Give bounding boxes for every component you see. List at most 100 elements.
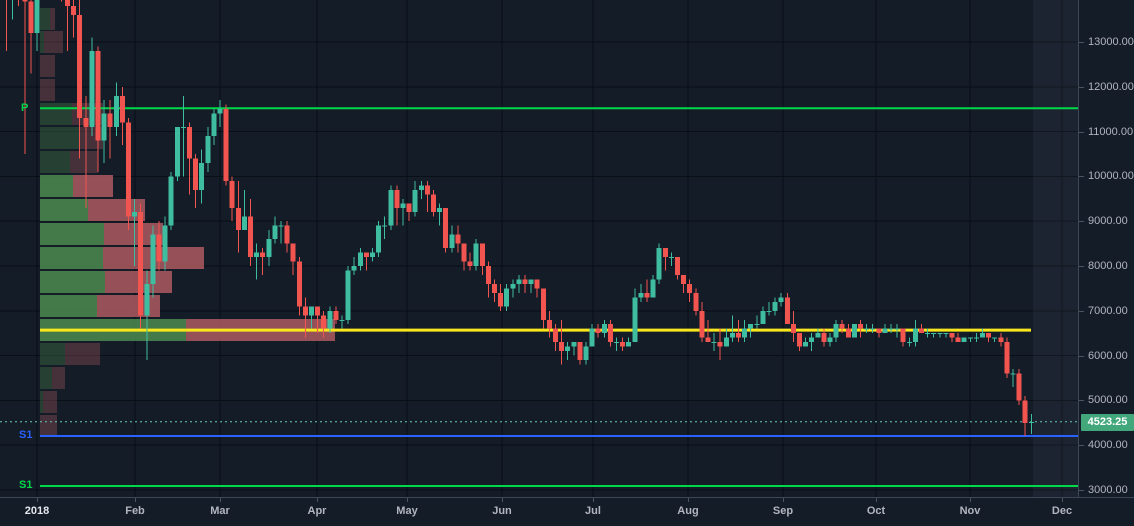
candle-body-up (339, 319, 345, 321)
volume-profile-up-bar (40, 343, 65, 365)
candle-body-up (504, 288, 510, 307)
candle-body-up (388, 189, 394, 226)
x-axis-tick (1062, 498, 1063, 502)
candle-body-up (766, 310, 772, 312)
candle-body-down (1016, 373, 1022, 401)
candle-body-down (1022, 400, 1028, 423)
candle-body-up (967, 337, 973, 339)
candle-body-down (248, 216, 253, 258)
candle-body-up (870, 328, 876, 330)
volume-profile-down-bar (104, 223, 163, 245)
candle-body-up (760, 310, 766, 325)
price-axis[interactable]: 4523.25 13000.00 12000.00 11000.00 10000.00… (1078, 0, 1134, 497)
volume-profile-up-bar (40, 247, 103, 269)
candle-body-down (620, 342, 626, 347)
y-axis-tick (1079, 221, 1084, 222)
candle-body-up (656, 248, 662, 280)
y-axis-tick-label: 4000.00 (1088, 439, 1128, 451)
candle-body-up (626, 342, 632, 347)
volume-profile-up-bar (40, 271, 105, 293)
candle-body-up (113, 95, 119, 128)
candle-body-down (260, 252, 266, 258)
candle-body-down (784, 297, 790, 325)
volume-profile-up-bar (40, 127, 80, 149)
candle-body-down (455, 234, 461, 244)
volume-profile-down-bar (40, 55, 55, 77)
volume-profile-down-bar (40, 415, 57, 437)
candle-body-up (742, 328, 748, 338)
candle-body-down (461, 243, 467, 262)
candle-body-up (601, 324, 607, 334)
candle-body-down (662, 248, 668, 258)
volume-profile-down-bar (52, 367, 65, 389)
candle-body-up (217, 109, 223, 114)
candle-body-up (638, 292, 644, 298)
candle-body-up (827, 337, 833, 343)
candle-body-up (571, 342, 577, 347)
candle-body-up (583, 346, 589, 361)
candle-body-down (485, 266, 491, 284)
candle-body-up (894, 328, 900, 330)
candle-body-up (937, 333, 943, 335)
y-axis-tick-label: 3000.00 (1088, 484, 1128, 496)
candle-body-up (729, 333, 735, 338)
y-axis-tick (1079, 87, 1084, 88)
y-axis-tick (1079, 400, 1084, 401)
candle-body-up (412, 189, 418, 213)
candle-body-down (406, 203, 412, 213)
candle-body-up (711, 342, 717, 344)
future-area-band (1033, 0, 1078, 497)
candle-body-down (467, 261, 473, 267)
price-chart-plot[interactable]: P S1 S1 (0, 0, 1078, 497)
volume-profile-up-bar (40, 8, 50, 30)
x-axis-tick (135, 498, 136, 502)
candle-body-up (241, 216, 247, 231)
y-axis-tick-label: 5000.00 (1088, 394, 1128, 406)
candle-body-down (302, 306, 308, 316)
x-axis-tick-label: Feb (125, 505, 145, 517)
x-axis-tick (502, 498, 503, 502)
candle-body-down (821, 333, 827, 343)
candle-body-down (65, 0, 70, 7)
x-axis-tick (876, 498, 877, 502)
candle-body-down (95, 50, 101, 141)
candle-body-up (961, 337, 967, 343)
candle-body-up (973, 337, 979, 339)
volume-profile-down-bar (40, 79, 55, 101)
volume-profile-down-bar (97, 295, 160, 317)
pivot-p-label: P (21, 102, 29, 114)
chart-canvas (0, 0, 1078, 497)
candle-body-up (345, 270, 351, 320)
candle-body-down (107, 113, 113, 128)
candle-body-down (119, 95, 125, 123)
candle-body-down (431, 194, 436, 213)
x-axis-tick (37, 498, 38, 502)
candle-body-up (351, 266, 357, 271)
candle-body-down (717, 342, 723, 347)
candle-body-down (187, 127, 192, 159)
candle-body-up (382, 225, 388, 227)
candle-body-down (949, 333, 955, 338)
candle-body-up (101, 113, 107, 141)
candle-body-up (357, 252, 363, 267)
volume-profile-up-bar (40, 151, 70, 173)
time-axis[interactable]: 2018 Feb Mar Apr May Jun Jul Aug Sep Oct Nov Dec (0, 497, 1134, 526)
candle-body-down (394, 189, 400, 208)
candle-body-up (174, 127, 180, 177)
x-axis-tick (970, 498, 971, 502)
candle-body-down (986, 333, 992, 338)
candle-body-down (522, 279, 528, 284)
candle-body-up (815, 333, 821, 338)
candle-body-up (528, 279, 534, 284)
candle-body-up (925, 333, 931, 335)
x-axis-tick (317, 498, 318, 502)
candle-body-down (156, 234, 162, 262)
candle-body-down (790, 324, 796, 334)
candle-body-down (534, 279, 540, 289)
y-axis-tick (1079, 132, 1084, 133)
candle-body-up (144, 283, 150, 316)
candle-body-down (553, 328, 558, 343)
candle-body-down (363, 252, 369, 258)
candle-body-down (193, 158, 199, 190)
candle-body-up (882, 328, 888, 334)
